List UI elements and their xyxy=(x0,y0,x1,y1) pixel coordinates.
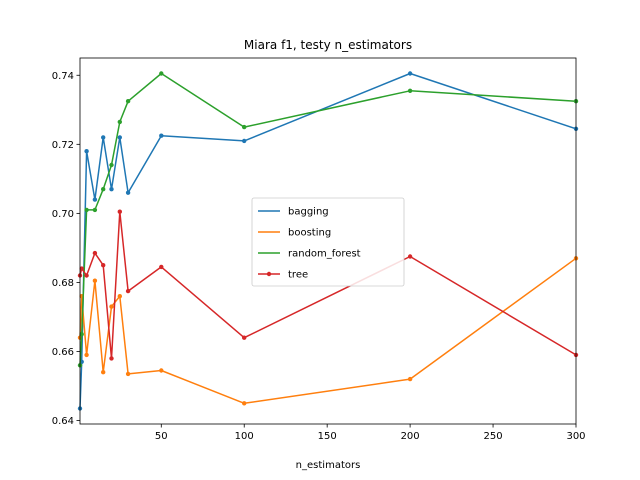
y-tick-label: 0.74 xyxy=(52,71,74,82)
data-point-boosting xyxy=(125,371,131,377)
legend-label-bagging: bagging xyxy=(288,207,329,218)
data-point-random_forest xyxy=(109,162,114,168)
legend-box xyxy=(251,197,405,287)
data-point-boosting xyxy=(92,278,98,283)
data-point-random_forest xyxy=(117,119,123,125)
data-point-bagging xyxy=(101,135,106,140)
data-point-random_forest xyxy=(92,207,98,213)
chart-title: Miara f1, testy n_estimators xyxy=(244,38,412,52)
data-point-random_forest xyxy=(84,207,89,213)
legend-marker-tree xyxy=(266,271,272,277)
data-point-tree xyxy=(84,273,89,278)
data-point-tree xyxy=(407,254,413,259)
data-point-bagging xyxy=(109,187,114,192)
data-point-random_forest xyxy=(242,124,247,130)
data-point-tree xyxy=(109,356,114,361)
data-point-random_forest xyxy=(79,332,84,337)
x-tick-label: 100 xyxy=(235,431,254,442)
data-point-bagging xyxy=(84,149,89,154)
legend-label-boosting: boosting xyxy=(288,228,331,239)
y-tick-label: 0.68 xyxy=(52,278,74,289)
data-point-bagging xyxy=(92,197,98,202)
data-point-random_forest xyxy=(101,187,106,192)
x-tick-label: 250 xyxy=(484,431,503,442)
x-tick-label: 50 xyxy=(155,431,168,442)
data-point-random_forest xyxy=(159,71,164,76)
data-point-bagging xyxy=(407,71,413,76)
series-line-bagging xyxy=(79,72,577,409)
series-line-boosting xyxy=(79,257,577,405)
data-point-tree xyxy=(101,263,106,268)
y-tick-label: 0.72 xyxy=(52,140,74,151)
x-tick-label: 200 xyxy=(401,431,420,442)
data-point-tree xyxy=(92,250,98,256)
data-point-tree xyxy=(79,266,84,271)
legend-label-tree: tree xyxy=(288,270,308,281)
plot-frame xyxy=(79,57,577,425)
y-tick-label: 0.66 xyxy=(52,347,74,358)
data-point-bagging xyxy=(117,135,123,140)
data-point-boosting xyxy=(117,294,123,299)
data-point-boosting xyxy=(109,304,114,309)
y-tick-label: 0.64 xyxy=(52,416,74,427)
data-point-tree xyxy=(159,264,164,270)
x-tick-label: 300 xyxy=(566,431,585,442)
data-point-boosting xyxy=(242,401,247,406)
data-point-tree xyxy=(125,288,131,294)
data-point-tree xyxy=(242,335,247,340)
x-axis-label: n_estimators xyxy=(296,460,361,471)
y-tick-label: 0.70 xyxy=(52,209,74,220)
data-point-bagging xyxy=(159,133,164,138)
data-point-boosting xyxy=(101,370,106,375)
data-point-boosting xyxy=(84,352,89,358)
data-point-boosting xyxy=(407,376,413,382)
data-point-bagging xyxy=(242,138,247,144)
data-point-tree xyxy=(117,209,123,214)
legend-label-random_forest: random_forest xyxy=(288,249,361,260)
x-tick-label: 150 xyxy=(318,431,337,442)
data-point-boosting xyxy=(159,368,164,373)
series-line-random_forest xyxy=(79,72,577,366)
data-point-random_forest xyxy=(407,88,413,94)
data-point-random_forest xyxy=(125,99,131,104)
data-point-bagging xyxy=(125,190,131,195)
